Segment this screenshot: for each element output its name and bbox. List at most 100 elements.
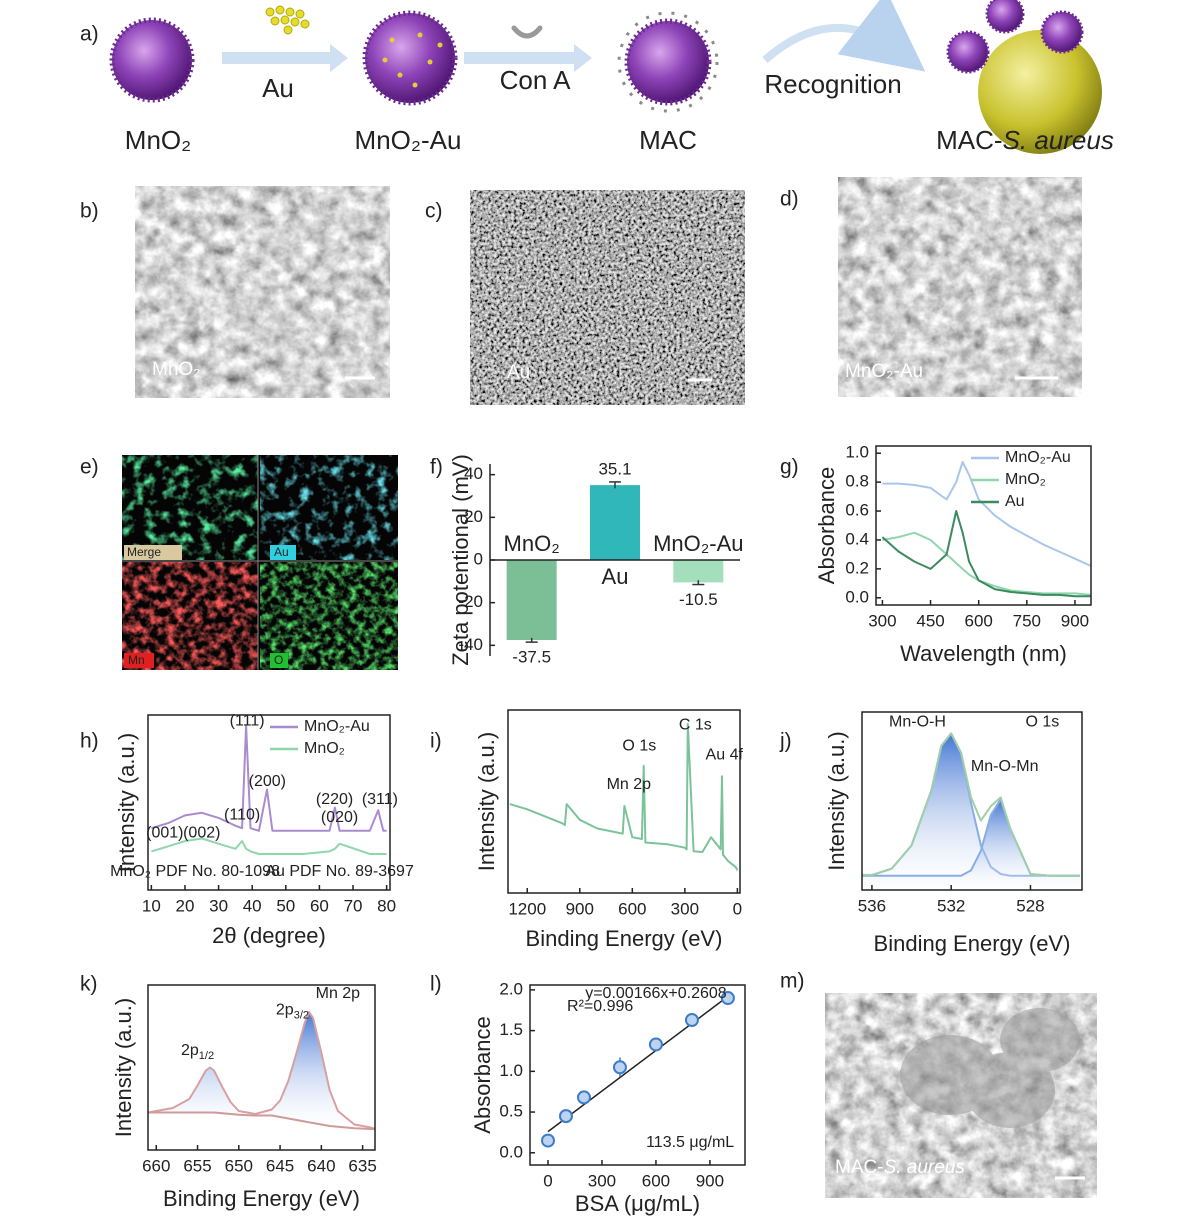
x-tick-label: 0 (543, 1171, 552, 1190)
y-tick-label: 0.6 (845, 501, 869, 520)
panel-letter: l) (430, 973, 442, 996)
legend-label: MnO₂-Au (304, 718, 370, 735)
y-axis-title: Intensity (a.u.) (114, 733, 139, 872)
tile-label: Merge (127, 545, 161, 559)
series-line (151, 837, 387, 855)
tile-label: Au (274, 545, 289, 559)
tile-label: O (274, 653, 283, 667)
annotation: O 1s (1025, 714, 1059, 731)
legend-label: Au (1005, 493, 1025, 510)
point (540, 1133, 555, 1148)
curved-arrow (762, 0, 926, 72)
panel-letter: f) (430, 456, 443, 479)
y-tick-label: 20 (464, 507, 483, 526)
plot-frame (507, 709, 741, 894)
annotation-text: R²=0.996 (567, 998, 633, 1015)
y-tick-label: -20 (458, 592, 483, 611)
x-tick-label: 600 (642, 1171, 670, 1190)
x-tick-label: 660 (142, 1156, 170, 1175)
annotation-text: Mn-O-Mn (971, 758, 1039, 775)
annotation-text: Mn 2p (316, 985, 361, 1002)
x-axis-title: BSA (μg/mL) (575, 1191, 700, 1216)
peak-area (862, 799, 1081, 890)
x-tick-label: 600 (964, 611, 992, 630)
series-line (882, 460, 1092, 567)
y-tick-label: 0.2 (845, 558, 869, 577)
x-tick-label: 300 (868, 611, 896, 630)
x-tick-label: 1200 (508, 899, 546, 918)
series-line (151, 724, 387, 832)
value-label: 35.1 (598, 459, 631, 478)
plot-frame (147, 714, 391, 891)
point (684, 1013, 699, 1028)
y-tick-label: 0.0 (499, 1142, 523, 1161)
arrow (222, 44, 348, 72)
plot-frame (875, 445, 1092, 606)
x-tick-label: 300 (671, 899, 699, 918)
panel-letter: b) (80, 200, 99, 223)
x-tick-label: 750 (1013, 611, 1041, 630)
x-tick-label: 528 (1016, 896, 1044, 915)
con-a-icon (511, 25, 543, 39)
image-label: Au (507, 362, 530, 383)
value-label: -10.5 (679, 590, 718, 609)
series-line (147, 1011, 376, 1130)
annotation-text: 2p (276, 1002, 294, 1019)
y-tick-label: 0 (474, 549, 483, 568)
x-tick-label: 532 (937, 896, 965, 915)
annotation: R²=0.996 (567, 998, 633, 1015)
x-tick-label: 300 (588, 1171, 616, 1190)
annotation-text: Au PDF No. 89-3697 (265, 863, 414, 880)
sem-texture (470, 190, 745, 405)
x-tick-label: 900 (1061, 611, 1089, 630)
y-axis-title: Absorbance (814, 467, 839, 584)
sem-texture (135, 186, 390, 398)
x-tick-label: 900 (566, 899, 594, 918)
cells (900, 1008, 1080, 1128)
material-label: MAC (639, 125, 697, 155)
panel-letter: a) (80, 23, 99, 46)
step-label: Au (262, 73, 294, 103)
y-axis-title: Absorbance (470, 1016, 495, 1133)
x-axis-title: 2θ (degree) (212, 923, 326, 948)
plot-frame (147, 984, 376, 1151)
series-line (882, 531, 1092, 596)
value-label: -37.5 (512, 648, 551, 667)
peak-area (862, 733, 1081, 890)
x-tick-label: 900 (696, 1171, 724, 1190)
point (648, 1037, 663, 1052)
annotation-text: (220) (316, 791, 353, 808)
y-axis-title: Intensity (a.u.) (474, 732, 499, 871)
legend-label: MnO₂ (304, 740, 345, 757)
annotation: (311) (362, 791, 398, 808)
annotation-text: MnO₂ PDF No. 80-1098 (110, 863, 280, 880)
con-a-shell (617, 11, 719, 113)
annotation-subscript: 3/2 (294, 1009, 309, 1021)
series-line (509, 722, 739, 871)
mno2-sphere (109, 17, 195, 103)
x-tick-label: 650 (225, 1156, 253, 1175)
point (612, 1060, 627, 1075)
step-label: Con A (500, 65, 571, 95)
annotation: Mn-O-Mn (971, 758, 1039, 775)
y-tick-label: -40 (458, 635, 483, 654)
annotation: (110) (224, 807, 260, 824)
panel-letter: m) (780, 970, 805, 993)
material-label: MAC-S. aureus (936, 125, 1114, 155)
panel-letter: k) (80, 973, 98, 996)
sem-texture (838, 177, 1082, 397)
annotation: MnO₂ PDF No. 80-1098 (110, 863, 280, 880)
y-tick-label: 0.5 (499, 1102, 523, 1121)
eds-maps (122, 455, 398, 670)
annotation-text: 2p (181, 1042, 199, 1059)
annotation-text: (311) (362, 791, 398, 808)
x-tick-label: 50 (276, 896, 295, 915)
annotation: (220) (316, 791, 353, 808)
tile-label: Mn (128, 653, 145, 667)
annotation-text: C 1s (679, 717, 712, 734)
x-tick-label: 70 (344, 896, 363, 915)
x-tick-label: 10 (142, 896, 161, 915)
x-tick-label: 40 (243, 896, 262, 915)
x-tick-label: 20 (176, 896, 195, 915)
annotation-text: (200) (249, 773, 286, 790)
